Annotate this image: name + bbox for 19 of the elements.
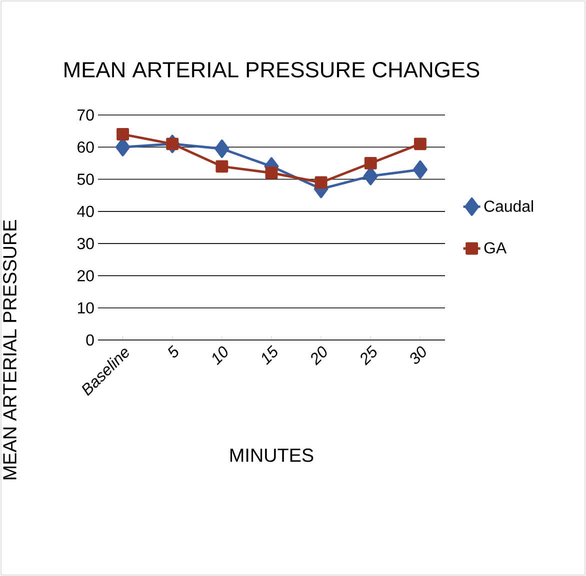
y-tick-label: 20	[78, 270, 94, 282]
x-tick-label: 5	[168, 344, 178, 358]
y-tick-label: 30	[77, 238, 94, 250]
x-axis-title: MINUTES	[230, 448, 314, 462]
x-tick-label: 25	[360, 345, 377, 366]
x-tick-label: 15	[262, 344, 278, 365]
legend-label: Caudal	[484, 200, 533, 212]
y-tick-label: 50	[77, 174, 94, 185]
x-tick-label: 30	[410, 346, 426, 364]
x-tick-label: 10	[212, 346, 228, 366]
y-tick-label: 0	[86, 334, 94, 346]
y-axis-title: MEAN ARTERIAL PRESSURE	[3, 220, 16, 480]
y-tick-label: 70	[78, 109, 94, 121]
y-tick-label: 40	[77, 206, 94, 218]
chart-title: MEAN ARTERIAL PRESSURE CHANGES	[64, 62, 480, 78]
y-tick-label: 10	[78, 302, 94, 314]
y-tick-label: 60	[78, 142, 94, 153]
x-tick-label: 20	[311, 346, 327, 366]
legend-label: GA	[484, 242, 507, 254]
